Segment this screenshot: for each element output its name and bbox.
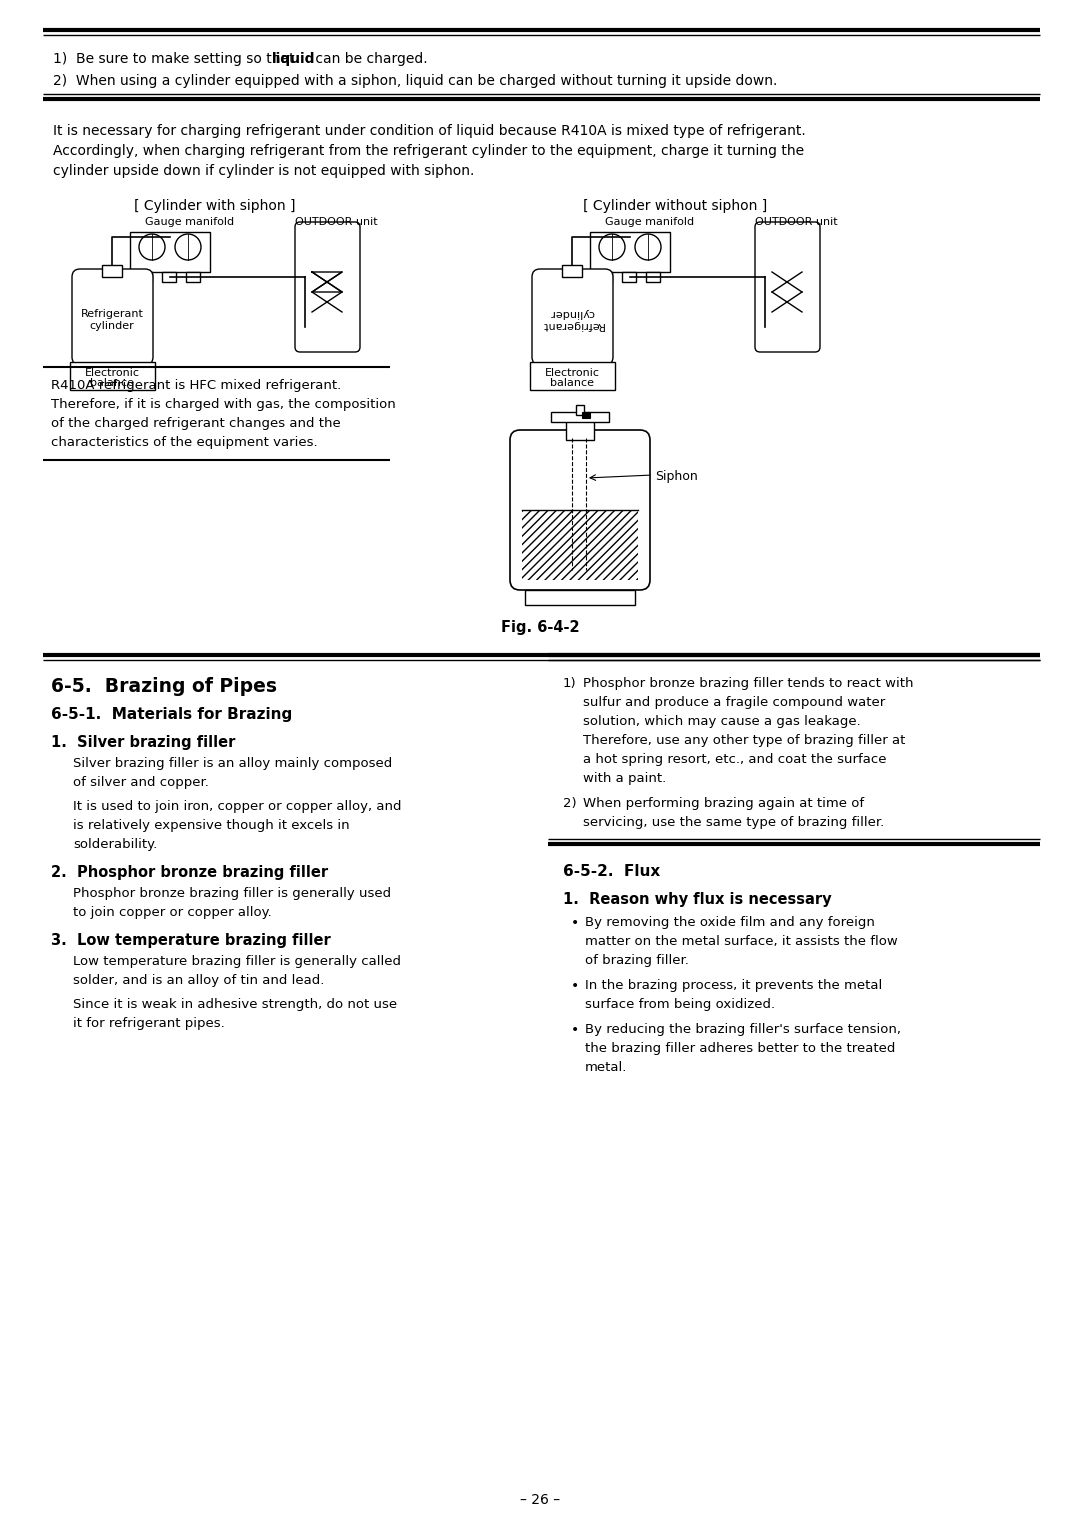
Text: [ Cylinder with siphon ]: [ Cylinder with siphon ]: [134, 199, 296, 212]
Text: By removing the oxide film and any foreign: By removing the oxide film and any forei…: [585, 915, 875, 929]
Text: Fig. 6-4-2: Fig. 6-4-2: [501, 620, 579, 636]
Bar: [186, 272, 200, 283]
Text: a hot spring resort, etc., and coat the surface: a hot spring resort, etc., and coat the …: [583, 753, 887, 766]
Text: [ Cylinder without siphon ]: [ Cylinder without siphon ]: [583, 199, 767, 212]
Text: balance: balance: [550, 377, 594, 388]
Bar: [582, 413, 590, 419]
Text: solution, which may cause a gas leakage.: solution, which may cause a gas leakage.: [583, 715, 861, 727]
Text: of the charged refrigerant changes and the: of the charged refrigerant changes and t…: [51, 417, 341, 429]
Text: with a paint.: with a paint.: [583, 772, 666, 785]
Text: Gauge manifold: Gauge manifold: [605, 217, 694, 228]
Text: to join copper or copper alloy.: to join copper or copper alloy.: [73, 906, 272, 918]
Text: Silver brazing filler is an alloy mainly composed: Silver brazing filler is an alloy mainly…: [73, 756, 392, 770]
Text: •: •: [571, 915, 579, 931]
Bar: [551, 413, 609, 422]
Text: Phosphor bronze brazing filler is generally used: Phosphor bronze brazing filler is genera…: [73, 886, 391, 900]
Text: 6-5-1.  Materials for Brazing: 6-5-1. Materials for Brazing: [51, 707, 293, 723]
FancyBboxPatch shape: [510, 429, 650, 590]
Text: Electronic: Electronic: [544, 368, 599, 377]
Text: of silver and copper.: of silver and copper.: [73, 776, 208, 788]
Text: •: •: [571, 1024, 579, 1038]
Circle shape: [599, 234, 625, 260]
Bar: [562, 264, 582, 277]
Text: metal.: metal.: [585, 1060, 627, 1074]
Text: 6-5-2.  Flux: 6-5-2. Flux: [563, 863, 660, 879]
Text: 3.  Low temperature brazing filler: 3. Low temperature brazing filler: [51, 934, 330, 947]
Bar: [622, 272, 636, 283]
Bar: [646, 272, 660, 283]
Text: Therefore, if it is charged with gas, the composition: Therefore, if it is charged with gas, th…: [51, 397, 395, 411]
Bar: [102, 264, 122, 277]
Bar: [162, 272, 176, 283]
Text: When performing brazing again at time of: When performing brazing again at time of: [583, 798, 864, 810]
Text: Therefore, use any other type of brazing filler at: Therefore, use any other type of brazing…: [583, 733, 905, 747]
Text: By reducing the brazing filler's surface tension,: By reducing the brazing filler's surface…: [585, 1024, 901, 1036]
Text: surface from being oxidized.: surface from being oxidized.: [585, 998, 775, 1012]
Bar: [138, 272, 152, 283]
Bar: [70, 362, 156, 390]
Text: solder, and is an alloy of tin and lead.: solder, and is an alloy of tin and lead.: [73, 973, 324, 987]
Text: 2): 2): [563, 798, 577, 810]
Text: Gauge manifold: Gauge manifold: [145, 217, 234, 228]
Bar: [566, 420, 594, 440]
Text: cylinder upside down if cylinder is not equipped with siphon.: cylinder upside down if cylinder is not …: [53, 163, 474, 177]
Text: In the brazing process, it prevents the metal: In the brazing process, it prevents the …: [585, 979, 882, 992]
Text: 1.  Silver brazing filler: 1. Silver brazing filler: [51, 735, 235, 750]
Text: characteristics of the equipment varies.: characteristics of the equipment varies.: [51, 435, 318, 449]
Text: Siphon: Siphon: [654, 471, 698, 483]
Bar: [590, 232, 670, 272]
Text: solderability.: solderability.: [73, 837, 158, 851]
Text: Refrigerant: Refrigerant: [541, 319, 604, 330]
Text: is relatively expensive though it excels in: is relatively expensive though it excels…: [73, 819, 350, 833]
Text: It is necessary for charging refrigerant under condition of liquid because R410A: It is necessary for charging refrigerant…: [53, 124, 806, 138]
Text: 1)  Be sure to make setting so that: 1) Be sure to make setting so that: [53, 52, 299, 66]
Text: Low temperature brazing filler is generally called: Low temperature brazing filler is genera…: [73, 955, 401, 969]
Text: can be charged.: can be charged.: [311, 52, 428, 66]
Bar: [530, 362, 615, 390]
Circle shape: [175, 234, 201, 260]
Bar: [598, 272, 612, 283]
Text: servicing, use the same type of brazing filler.: servicing, use the same type of brazing …: [583, 816, 885, 830]
Text: Refrigerant: Refrigerant: [81, 309, 144, 319]
Text: Electronic: Electronic: [84, 368, 139, 377]
Text: Accordingly, when charging refrigerant from the refrigerant cylinder to the equi: Accordingly, when charging refrigerant f…: [53, 144, 805, 157]
Bar: [525, 590, 635, 605]
Text: 2)  When using a cylinder equipped with a siphon, liquid can be charged without : 2) When using a cylinder equipped with a…: [53, 73, 778, 89]
Text: – 26 –: – 26 –: [519, 1493, 561, 1507]
Text: cylinder: cylinder: [90, 321, 134, 332]
Bar: [576, 405, 584, 416]
FancyBboxPatch shape: [532, 269, 613, 365]
Text: sulfur and produce a fragile compound water: sulfur and produce a fragile compound wa…: [583, 695, 886, 709]
Circle shape: [139, 234, 165, 260]
Text: OUTDOOR unit: OUTDOOR unit: [295, 217, 378, 228]
Bar: [522, 510, 638, 581]
Text: 6-5.  Brazing of Pipes: 6-5. Brazing of Pipes: [51, 677, 276, 695]
Text: of brazing filler.: of brazing filler.: [585, 953, 689, 967]
Text: the brazing filler adheres better to the treated: the brazing filler adheres better to the…: [585, 1042, 895, 1054]
Text: Phosphor bronze brazing filler tends to react with: Phosphor bronze brazing filler tends to …: [583, 677, 914, 691]
Text: OUTDOOR unit: OUTDOOR unit: [755, 217, 838, 228]
Text: 1): 1): [563, 677, 577, 691]
Text: it for refrigerant pipes.: it for refrigerant pipes.: [73, 1018, 225, 1030]
Text: •: •: [571, 979, 579, 993]
Text: Since it is weak in adhesive strength, do not use: Since it is weak in adhesive strength, d…: [73, 998, 397, 1012]
Text: matter on the metal surface, it assists the flow: matter on the metal surface, it assists …: [585, 935, 897, 947]
Text: R410A refrigerant is HFC mixed refrigerant.: R410A refrigerant is HFC mixed refrigera…: [51, 379, 341, 393]
FancyBboxPatch shape: [755, 222, 820, 351]
Text: cylinder: cylinder: [550, 309, 594, 318]
Text: balance: balance: [90, 377, 134, 388]
FancyBboxPatch shape: [295, 222, 360, 351]
Text: It is used to join iron, copper or copper alloy, and: It is used to join iron, copper or coppe…: [73, 801, 402, 813]
Text: liquid: liquid: [272, 52, 315, 66]
Bar: [130, 232, 210, 272]
Text: 2.  Phosphor bronze brazing filler: 2. Phosphor bronze brazing filler: [51, 865, 328, 880]
Text: 1.  Reason why flux is necessary: 1. Reason why flux is necessary: [563, 892, 832, 908]
Circle shape: [635, 234, 661, 260]
FancyBboxPatch shape: [72, 269, 153, 365]
